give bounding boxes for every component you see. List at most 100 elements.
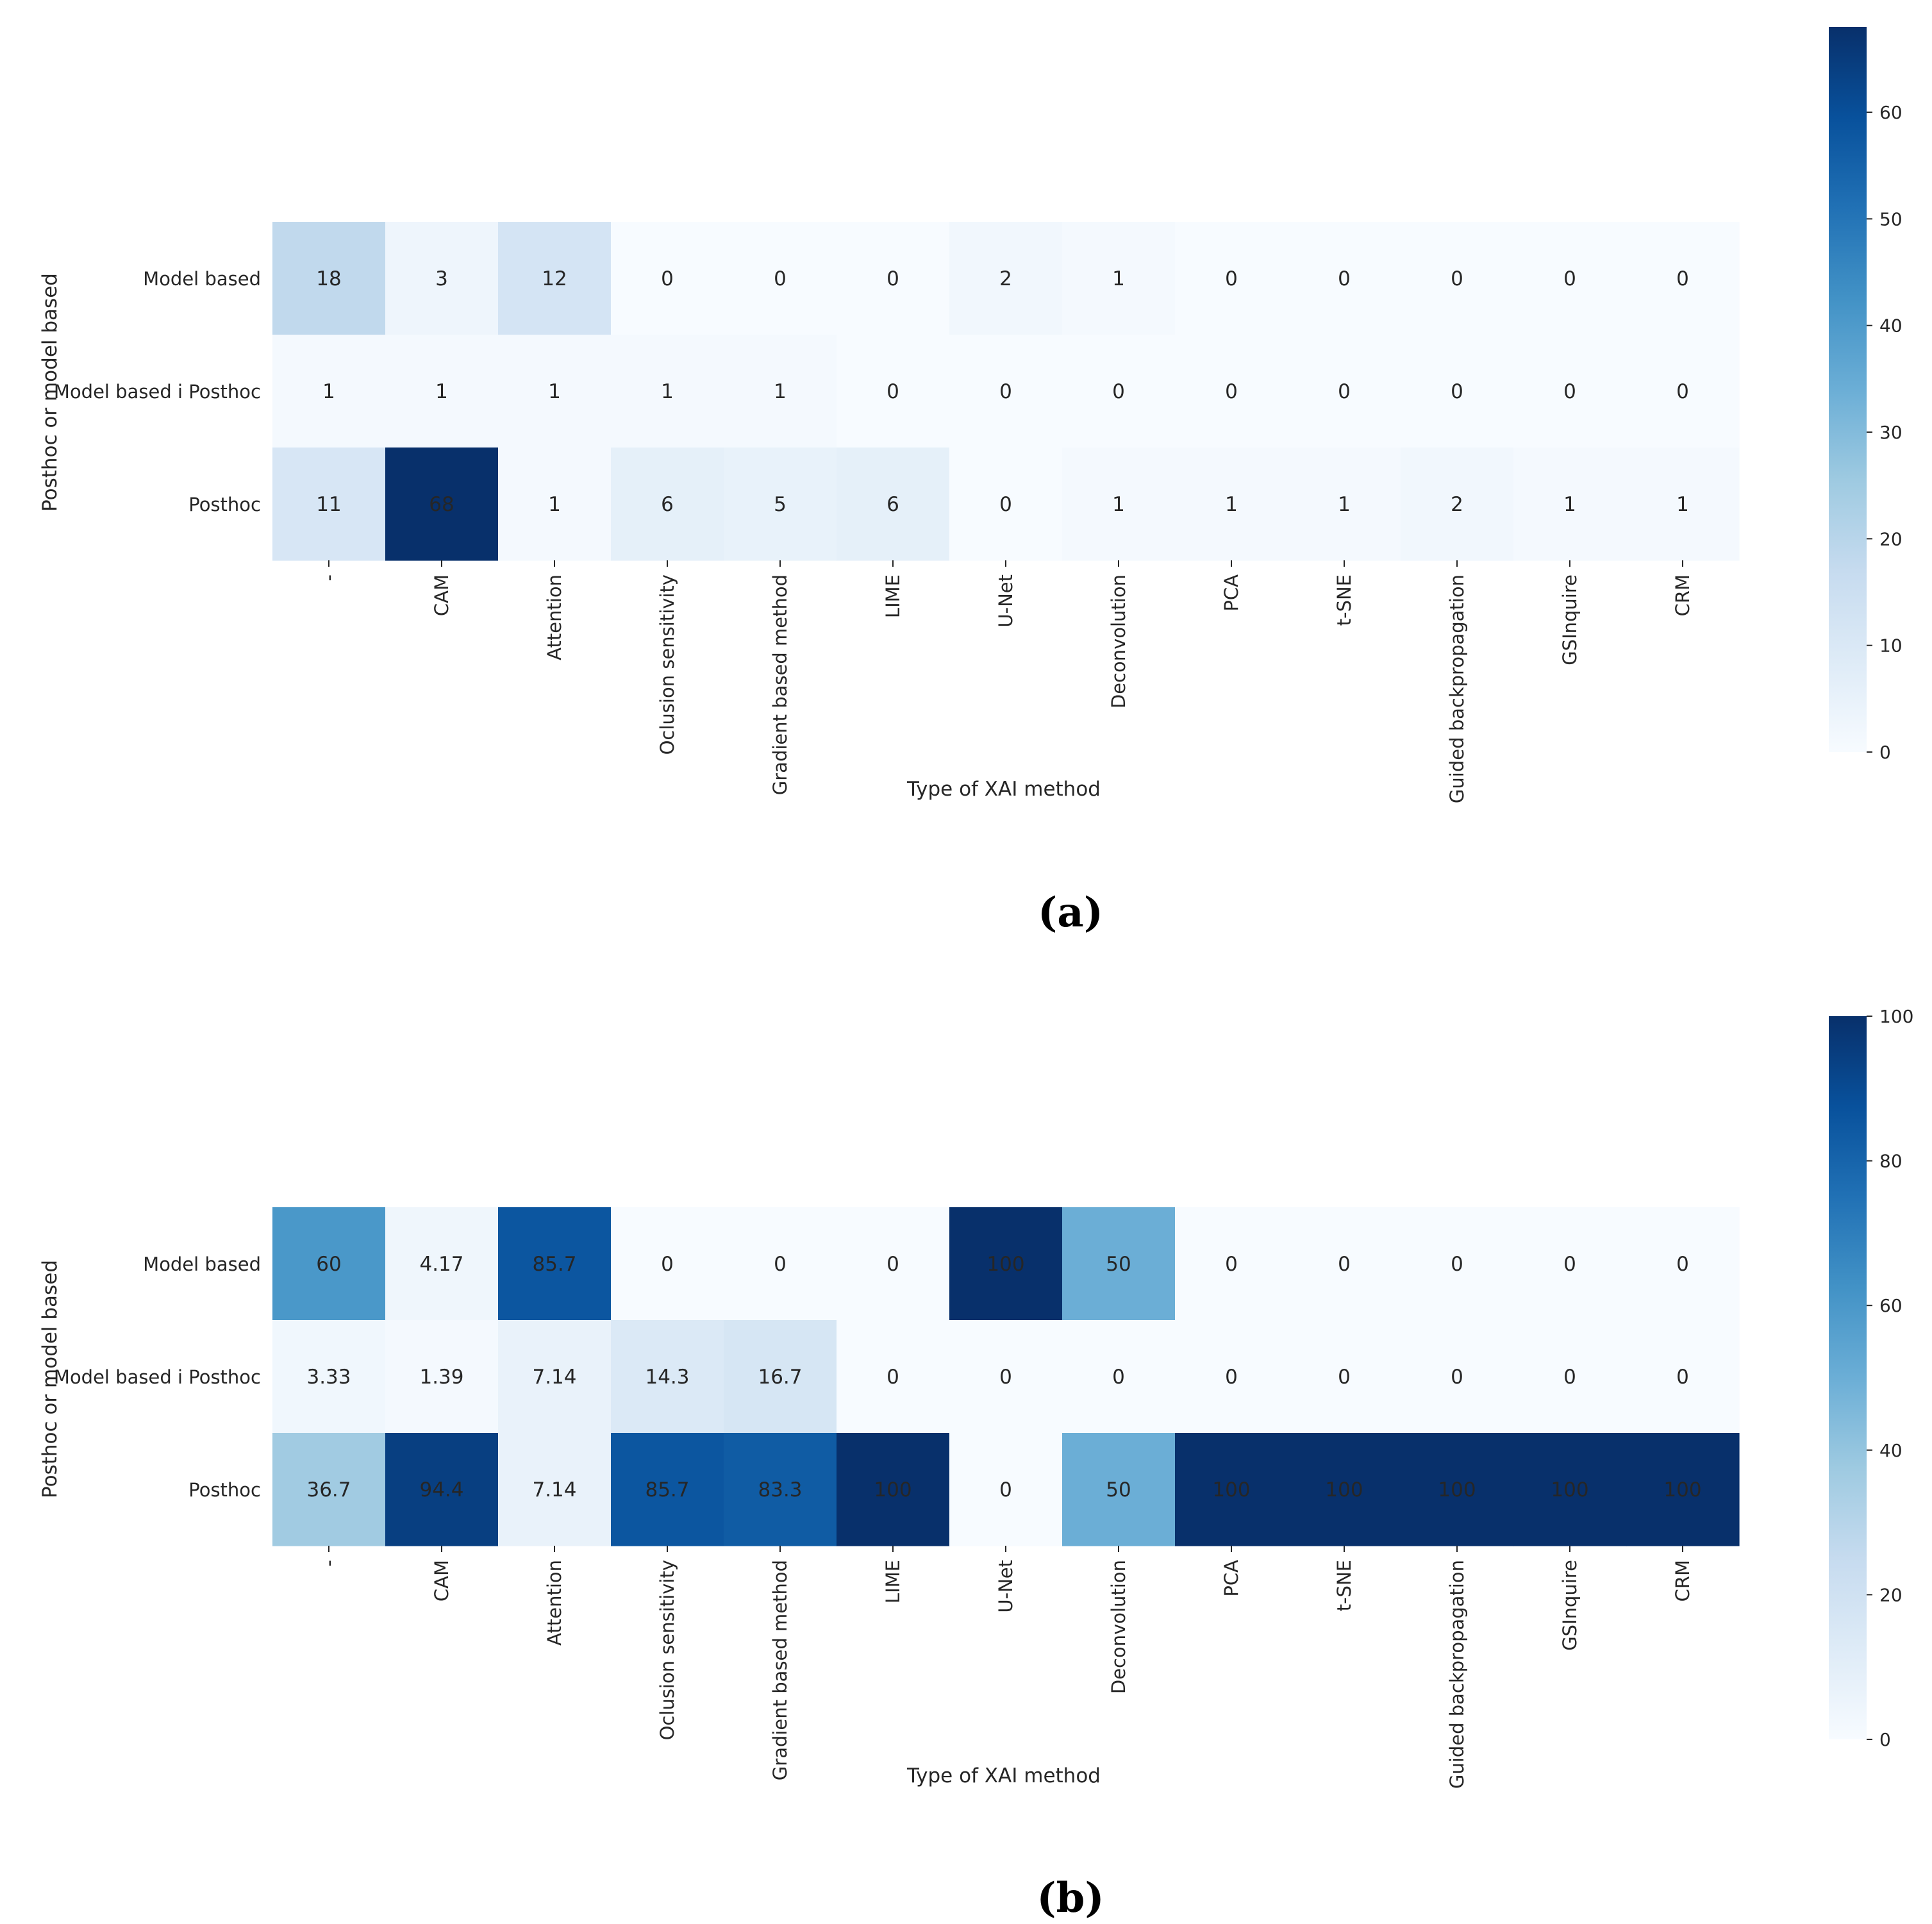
x-tick-label: Oclusion sensitivity (656, 574, 678, 755)
colorbar-tick-label: 40 (1879, 1440, 1903, 1461)
heatmap-cell (1175, 335, 1288, 448)
cell-value-label: 100 (987, 1253, 1024, 1276)
cell-value-label: 1 (1225, 493, 1238, 516)
x-tick-label: Attention (544, 574, 565, 660)
y-tick-label: Model based (143, 1253, 261, 1275)
heatmap-cell (724, 222, 837, 335)
heatmap-cell (1401, 222, 1514, 335)
x-tick-label: Guided backpropagation (1446, 574, 1468, 803)
heatmap-cell (385, 1433, 499, 1546)
heatmap-cell (1175, 1320, 1288, 1434)
cell-value-label: 85.7 (532, 1253, 576, 1276)
colorbar-tick-label: 20 (1879, 1584, 1903, 1605)
heatmap-cell (1626, 448, 1740, 561)
cell-value-label: 0 (999, 380, 1012, 403)
x-tick-marks-a (328, 560, 1683, 567)
heatmap-cell (385, 1320, 499, 1434)
colorbar-b: 0 20 40 60 80 100 (1829, 1006, 1913, 1750)
x-axis-label-b: Type of XAI method (906, 1764, 1101, 1787)
colorbar-tick-label: 0 (1879, 1729, 1891, 1750)
x-tick-label: LIME (882, 1560, 904, 1603)
heatmap-cell (611, 1207, 724, 1321)
x-tick-label: Attention (544, 1560, 565, 1646)
heatmap-cell (1062, 448, 1176, 561)
cell-value-label: 7.14 (532, 1366, 576, 1389)
heatmap-cell (837, 335, 950, 448)
heatmap-cell (837, 222, 950, 335)
x-tick-label: GSInquire (1559, 1560, 1581, 1651)
cell-value-label: 2 (1451, 493, 1463, 516)
heatmap-cell (1175, 1207, 1288, 1321)
cell-value-label: 1.39 (419, 1366, 463, 1389)
heatmap-cell (1626, 1207, 1740, 1321)
colorbar-tick-label: 10 (1879, 635, 1903, 657)
x-tick-label: Deconvolution (1108, 1560, 1129, 1694)
heatmap-cell (1401, 1320, 1514, 1434)
heatmap-cell (498, 448, 612, 561)
heatmap-cell (385, 335, 499, 448)
cell-value-label: 0 (661, 267, 674, 290)
cell-value-label: 0 (999, 493, 1012, 516)
cell-value-label: 1 (774, 380, 787, 403)
y-axis-label-b: Posthoc or model based (38, 1260, 62, 1498)
heatmap-cell (1513, 335, 1627, 448)
cell-value-label: 0 (1338, 1366, 1351, 1389)
heatmap-cell (1288, 1320, 1401, 1434)
cell-value-label: 18 (316, 267, 341, 290)
heatmap-cell (837, 1207, 950, 1321)
heatmap-cell (385, 448, 499, 561)
colorbar-tick-label: 20 (1879, 528, 1903, 549)
heatmap-cell (724, 448, 837, 561)
heatmap-cell (611, 1320, 724, 1434)
heatmap-cell (498, 222, 612, 335)
cell-value-label: 5 (774, 493, 787, 516)
cell-value-label: 1 (322, 380, 335, 403)
cell-value-label: 1 (548, 380, 561, 403)
heatmap-cell (272, 1320, 386, 1434)
heatmap-cell (1513, 448, 1627, 561)
heatmap-cell (1626, 335, 1740, 448)
heatmap-cell (1175, 1433, 1288, 1546)
cell-value-label: 0 (1676, 1366, 1689, 1389)
cell-value-label: 0 (1225, 1366, 1238, 1389)
colorbar-a: 0 10 20 30 40 50 60 (1829, 27, 1903, 763)
heatmap-cell (385, 222, 499, 335)
heatmap-cell (611, 222, 724, 335)
cell-value-label: 100 (874, 1478, 912, 1502)
cell-value-label: 100 (1325, 1478, 1363, 1502)
heatmap-cell (1401, 1433, 1514, 1546)
cell-value-label: 0 (1338, 380, 1351, 403)
heatmap-cell (1626, 1433, 1740, 1546)
heatmap-cell (1513, 1207, 1627, 1321)
x-tick-label: Guided backpropagation (1446, 1560, 1468, 1789)
heatmap-cell (1288, 1207, 1401, 1321)
cell-value-label: 11 (316, 493, 341, 516)
x-tick-labels-b: - CAM Attention Oclusion sensitivity Gradien… (318, 1560, 1694, 1789)
heatmap-cell (1513, 222, 1627, 335)
heatmap-cell (724, 335, 837, 448)
heatmap-cell (949, 222, 1063, 335)
cell-value-label: 1 (548, 493, 561, 516)
cell-value-label: 1 (1112, 267, 1125, 290)
cell-value-label: 0 (1676, 267, 1689, 290)
cell-value-label: 0 (887, 380, 899, 403)
cell-value-label: 100 (1212, 1478, 1250, 1502)
x-tick-marks-b (328, 1546, 1683, 1552)
cell-value-label: 0 (887, 1366, 899, 1389)
heatmap-cell (1513, 1320, 1627, 1434)
heatmap-cell (949, 448, 1063, 561)
cell-value-label: 0 (1338, 267, 1351, 290)
heatmap-cell (385, 1207, 499, 1321)
cell-value-label: 16.7 (758, 1366, 802, 1389)
cell-value-label: 7.14 (532, 1478, 576, 1502)
heatmap-cell (1175, 448, 1288, 561)
y-axis-label-a: Posthoc or model based (38, 273, 62, 512)
cell-value-label: 12 (542, 267, 567, 290)
heatmap-cell (1626, 1320, 1740, 1434)
heatmap-cell (498, 1207, 612, 1321)
cell-value-label: 0 (1451, 267, 1463, 290)
cell-value-label: 0 (1676, 1253, 1689, 1276)
colorbar-ticks-b: 0 20 40 60 80 100 (1867, 1006, 1913, 1750)
x-tick-label: U-Net (995, 574, 1017, 628)
